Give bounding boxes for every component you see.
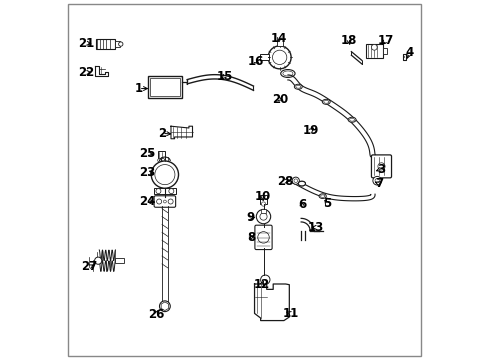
Text: 8: 8 <box>246 231 255 244</box>
Text: 9: 9 <box>246 211 255 224</box>
Text: 3: 3 <box>376 163 384 176</box>
Circle shape <box>272 50 286 64</box>
Circle shape <box>155 165 175 185</box>
Ellipse shape <box>282 71 292 76</box>
Text: 18: 18 <box>340 34 357 48</box>
Text: 17: 17 <box>377 33 393 47</box>
Ellipse shape <box>298 181 305 186</box>
FancyBboxPatch shape <box>260 54 268 60</box>
Ellipse shape <box>322 99 329 104</box>
Circle shape <box>119 42 122 46</box>
Circle shape <box>292 177 299 184</box>
Text: 27: 27 <box>81 260 98 273</box>
Text: 21: 21 <box>78 36 94 50</box>
Ellipse shape <box>320 195 324 197</box>
Text: 26: 26 <box>147 308 164 321</box>
Circle shape <box>168 189 174 194</box>
FancyBboxPatch shape <box>115 258 124 263</box>
Circle shape <box>377 163 384 170</box>
Text: 4: 4 <box>405 46 413 59</box>
Ellipse shape <box>323 100 328 103</box>
Text: 22: 22 <box>78 66 94 79</box>
Circle shape <box>261 202 265 206</box>
FancyBboxPatch shape <box>158 151 164 159</box>
Circle shape <box>374 179 379 183</box>
Circle shape <box>158 158 161 162</box>
Text: 15: 15 <box>216 69 232 82</box>
Text: 11: 11 <box>282 307 298 320</box>
Circle shape <box>256 210 270 224</box>
Circle shape <box>156 199 162 204</box>
Circle shape <box>372 176 381 185</box>
FancyBboxPatch shape <box>154 196 175 207</box>
Text: 19: 19 <box>302 124 318 137</box>
Text: 25: 25 <box>139 147 156 159</box>
Circle shape <box>267 46 290 69</box>
FancyBboxPatch shape <box>382 48 386 54</box>
Ellipse shape <box>294 84 302 89</box>
Text: 16: 16 <box>247 55 264 68</box>
Circle shape <box>163 200 166 203</box>
Circle shape <box>260 213 266 220</box>
Circle shape <box>156 189 161 194</box>
Text: 12: 12 <box>253 278 269 291</box>
Circle shape <box>151 161 178 188</box>
Ellipse shape <box>319 194 325 198</box>
Text: 5: 5 <box>322 197 330 210</box>
Circle shape <box>159 301 170 312</box>
Text: 13: 13 <box>307 221 324 234</box>
FancyBboxPatch shape <box>96 39 115 49</box>
Text: 23: 23 <box>139 166 156 179</box>
Text: 24: 24 <box>139 195 156 208</box>
Circle shape <box>94 257 102 264</box>
Text: 7: 7 <box>374 177 382 190</box>
FancyBboxPatch shape <box>371 155 391 178</box>
Text: 14: 14 <box>270 32 287 45</box>
Text: 6: 6 <box>297 198 305 211</box>
Polygon shape <box>254 284 289 320</box>
Circle shape <box>371 44 376 50</box>
FancyBboxPatch shape <box>254 225 271 249</box>
Ellipse shape <box>347 117 355 122</box>
Ellipse shape <box>280 69 294 77</box>
Text: 1: 1 <box>134 82 142 95</box>
Circle shape <box>260 275 269 284</box>
FancyBboxPatch shape <box>147 76 182 98</box>
FancyBboxPatch shape <box>276 39 282 46</box>
FancyBboxPatch shape <box>149 78 179 96</box>
Text: 20: 20 <box>272 93 288 106</box>
Text: 10: 10 <box>255 190 271 203</box>
Ellipse shape <box>299 182 304 185</box>
Ellipse shape <box>295 85 300 88</box>
Text: 28: 28 <box>277 175 293 188</box>
FancyBboxPatch shape <box>260 209 266 213</box>
FancyBboxPatch shape <box>154 188 175 194</box>
FancyBboxPatch shape <box>260 195 266 204</box>
Text: 2: 2 <box>158 127 166 140</box>
Polygon shape <box>171 126 192 139</box>
Circle shape <box>293 179 297 183</box>
Circle shape <box>168 199 173 204</box>
Polygon shape <box>94 66 107 76</box>
FancyBboxPatch shape <box>366 44 382 58</box>
Circle shape <box>161 158 164 162</box>
Ellipse shape <box>298 181 305 186</box>
FancyBboxPatch shape <box>115 41 120 47</box>
Ellipse shape <box>349 118 354 121</box>
Circle shape <box>257 231 269 243</box>
